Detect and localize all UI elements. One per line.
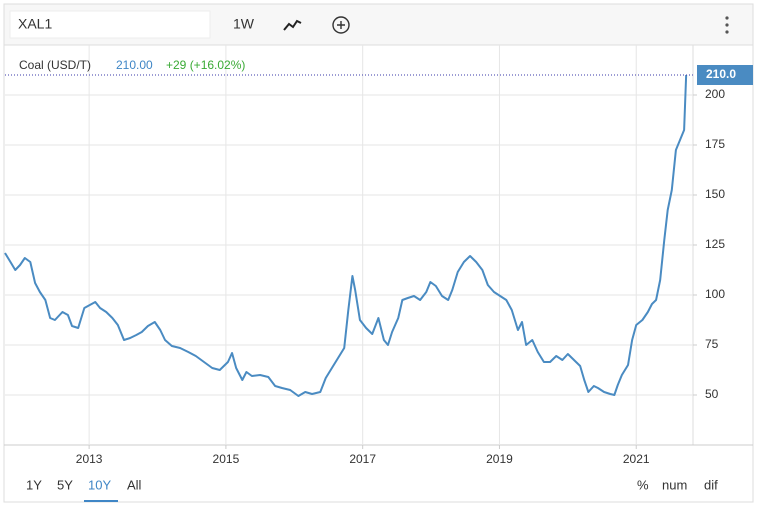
mode-button[interactable]: dif	[704, 477, 718, 492]
frame	[3, 3, 754, 503]
x-tick-label: 2019	[486, 452, 513, 466]
range-button[interactable]: All	[127, 477, 142, 492]
menu-icon[interactable]	[725, 16, 729, 34]
range-button[interactable]: 10Y	[88, 477, 111, 492]
range-button[interactable]: 1Y	[26, 477, 42, 492]
x-tick-label: 2017	[349, 452, 376, 466]
add-icon-cross	[337, 21, 345, 29]
x-tick-label: 2013	[76, 452, 103, 466]
range-button[interactable]: 5Y	[57, 477, 73, 492]
y-tick-label: 100	[705, 287, 725, 301]
y-tick-label: 150	[705, 187, 725, 201]
add-icon[interactable]	[332, 16, 350, 34]
price-marker-label: 210.0	[706, 67, 736, 81]
chart-type-icon[interactable]	[283, 19, 302, 31]
x-tick-label: 2015	[213, 452, 240, 466]
legend-name: Coal (USD/T)	[19, 58, 91, 72]
y-tick-label: 175	[705, 137, 725, 151]
y-tick-label: 200	[705, 87, 725, 101]
symbol-input[interactable]	[9, 10, 211, 39]
interval-button[interactable]: 1W	[233, 16, 255, 32]
x-tick-label: 2021	[623, 452, 650, 466]
y-tick-label: 75	[705, 337, 719, 351]
symbol: XAL1	[18, 16, 52, 32]
y-tick-label: 50	[705, 387, 719, 401]
legend-price: 210.00	[116, 58, 153, 72]
mode-button[interactable]: %	[637, 477, 649, 492]
price-line	[4, 74, 688, 397]
mode-button[interactable]: num	[662, 477, 687, 492]
y-tick-label: 125	[705, 237, 725, 251]
price-marker-box	[697, 65, 753, 85]
legend-change: +29 (+16.02%)	[166, 58, 245, 72]
